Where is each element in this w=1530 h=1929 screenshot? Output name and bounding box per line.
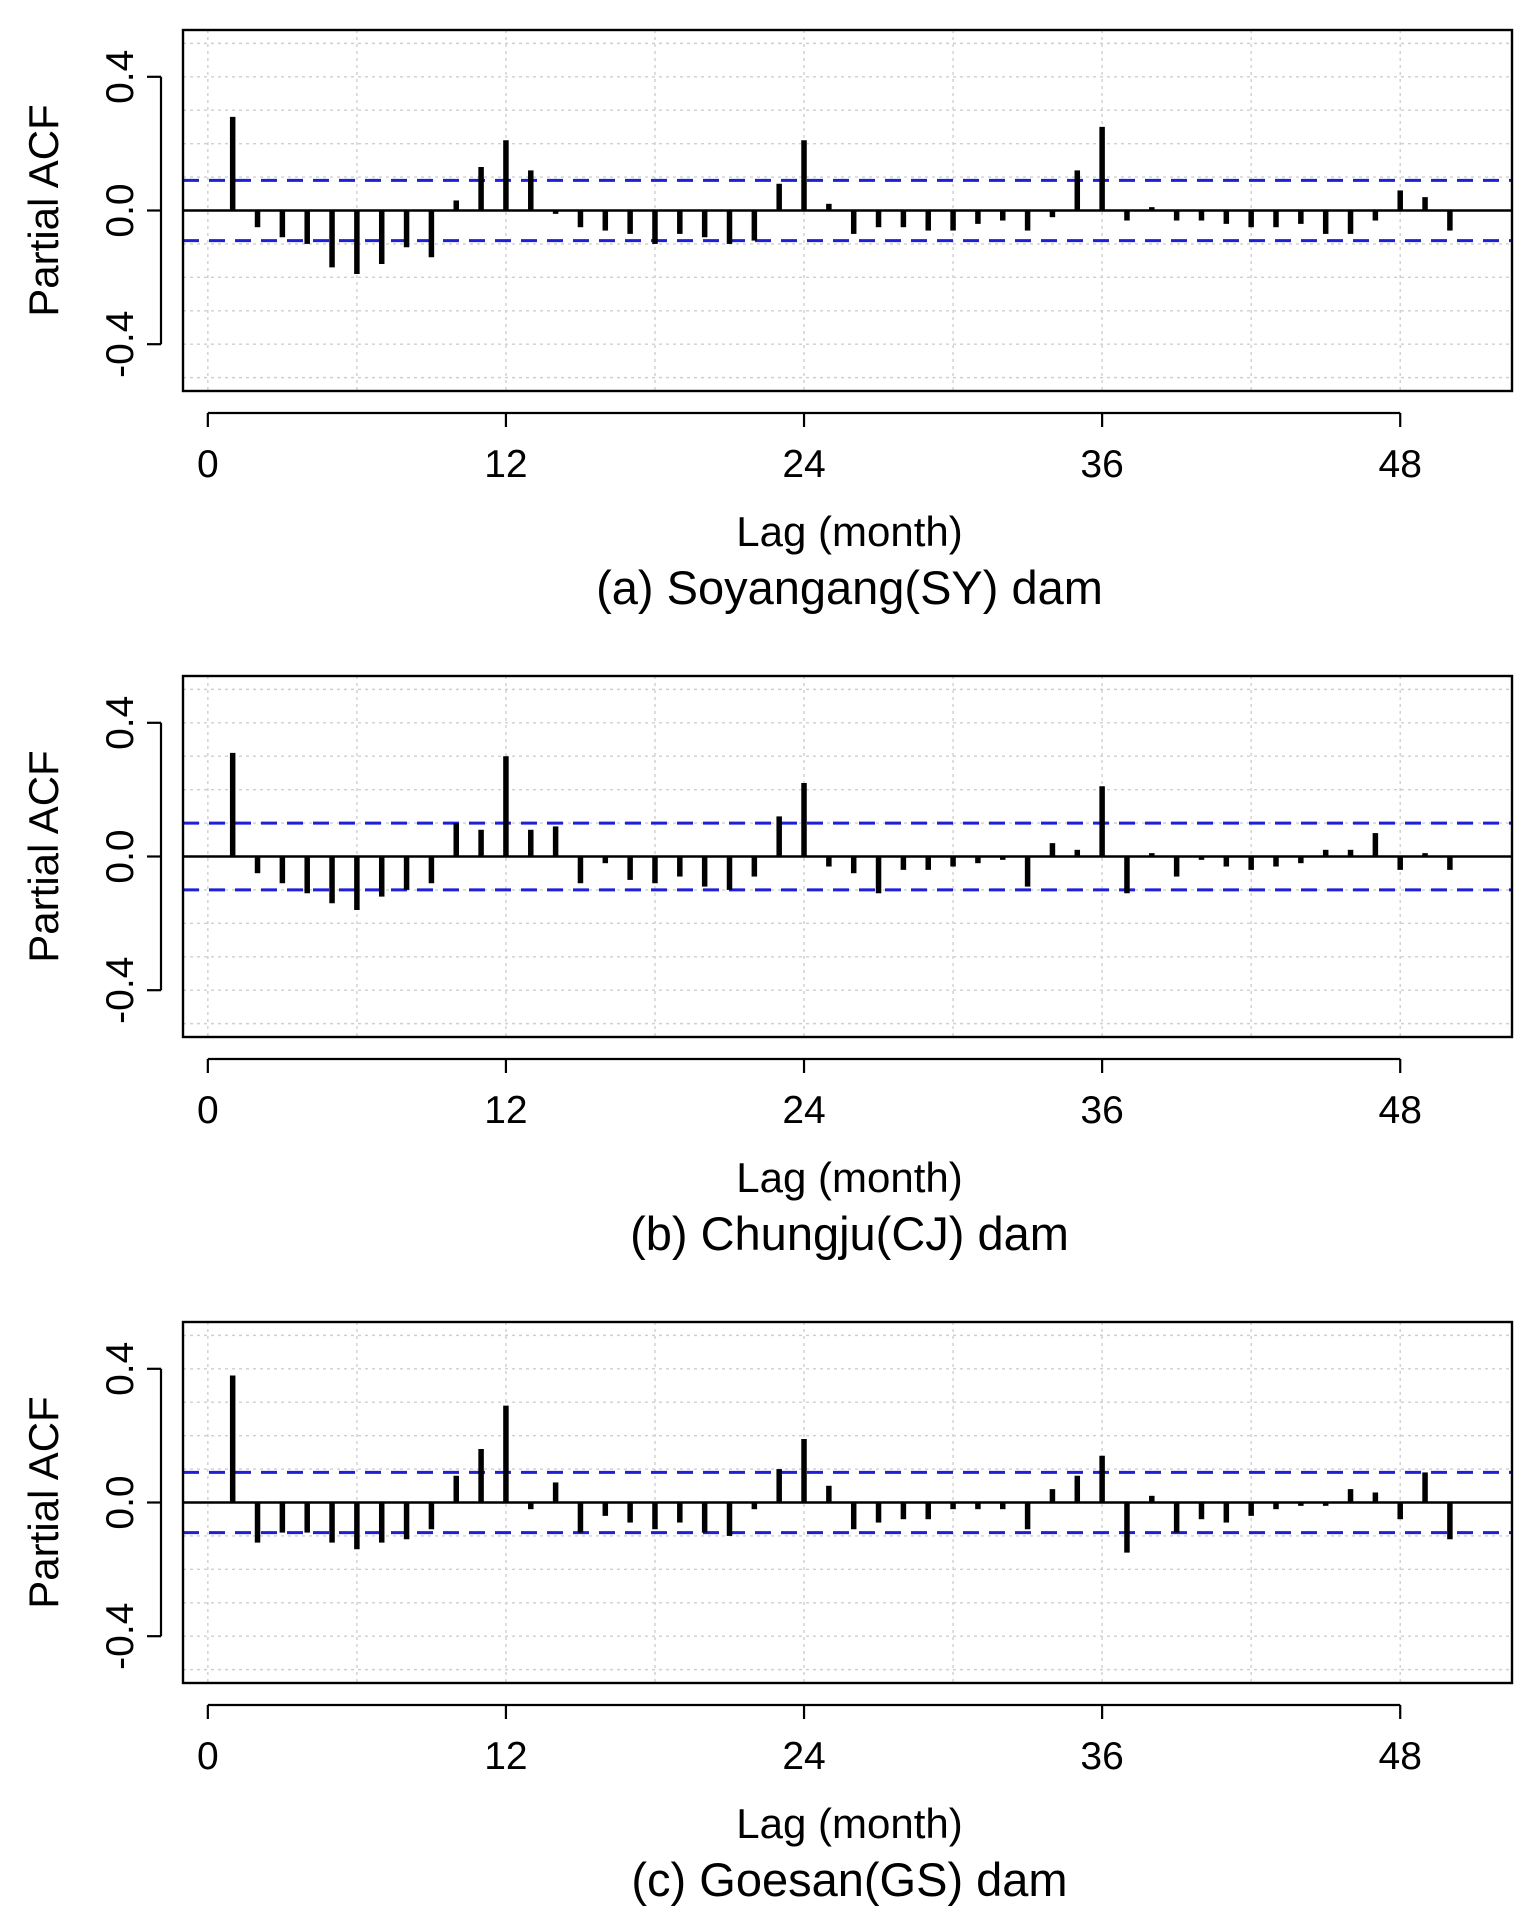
panel-a-y-tick-0.4: 0.4	[99, 50, 161, 104]
panel-a-y-tick-label: 0.0	[99, 183, 142, 237]
panel-c-plot-frame	[181, 1320, 1514, 1685]
panel-b: 0 12 24 36 48 0.4 0.0 -0.4 Partial ACF L…	[20, 674, 1514, 1260]
panel-c-y-tick-neg0.4: -0.4	[99, 1603, 161, 1670]
panel-b-caption: (b) Chungju(CJ) dam	[630, 1207, 1069, 1260]
panel-a-y-tick-0.0: 0.0	[99, 183, 161, 238]
panel-b-bars	[229, 752, 1453, 910]
panel-c-x-tick-48: 48	[1379, 1705, 1422, 1778]
panel-c-y-tick-0.0: 0.0	[99, 1475, 161, 1530]
panel-c-x-tick-label: 36	[1080, 1735, 1123, 1778]
panel-b-x-tick-12: 12	[484, 1059, 528, 1132]
panel-b-y-tick-0.4: 0.4	[99, 696, 161, 750]
panel-c-x-tick-36: 36	[1080, 1705, 1124, 1778]
panel-c-y-tick-0.4: 0.4	[99, 1342, 161, 1396]
panel-c-y-tick-label: -0.4	[99, 1603, 142, 1670]
panel-a-y-axis: 0.4 0.0 -0.4	[99, 50, 163, 378]
panel-b-x-tick-48: 48	[1379, 1059, 1422, 1132]
panel-b-y-axis-title: Partial ACF	[20, 750, 67, 962]
panel-c-y-tick-label: 0.4	[99, 1342, 142, 1396]
panel-a-x-axis: 0 12 24 36 48	[197, 411, 1422, 486]
panel-c-x-tick-label: 12	[484, 1735, 527, 1778]
panel-a-x-tick-0: 0	[197, 413, 219, 486]
panel-c-y-axis-title: Partial ACF	[20, 1396, 67, 1608]
panel-c-y-axis: 0.4 0.0 -0.4	[99, 1342, 163, 1670]
panel-a-caption: (a) Soyangang(SY) dam	[596, 561, 1103, 614]
panel-a-y-axis-title: Partial ACF	[20, 104, 67, 316]
panel-b-y-tick-label: -0.4	[99, 957, 142, 1024]
panel-b-x-tick-24: 24	[782, 1059, 826, 1132]
panel-a-plot-frame	[181, 28, 1514, 393]
panel-a: 0 12 24 36 48 0.4 0.0 -0.4 Partial ACF L…	[20, 28, 1514, 614]
panel-b-x-tick-label: 24	[782, 1089, 825, 1132]
panel-c-bars	[229, 1375, 1453, 1553]
panel-b-plot-frame	[181, 674, 1514, 1039]
panel-a-x-tick-label: 36	[1080, 443, 1123, 486]
panel-b-x-tick-0: 0	[197, 1059, 219, 1132]
panel-b-y-tick-label: 0.4	[99, 696, 142, 750]
panel-a-y-tick-neg0.4: -0.4	[99, 311, 161, 378]
panel-b-x-axis-title: Lag (month)	[736, 1154, 962, 1201]
panel-c: 0 12 24 36 48 0.4 0.0 -0.4 Partial ACF L…	[20, 1320, 1514, 1906]
panel-a-x-tick-label: 48	[1379, 443, 1422, 486]
panel-b-y-axis: 0.4 0.0 -0.4	[99, 696, 163, 1024]
panel-a-x-tick-label: 0	[197, 443, 219, 486]
panel-a-x-axis-title: Lag (month)	[736, 508, 962, 555]
panel-a-y-tick-label: 0.4	[99, 50, 142, 104]
panel-c-x-tick-label: 48	[1379, 1735, 1422, 1778]
panel-b-y-tick-label: 0.0	[99, 829, 142, 883]
panel-a-x-tick-48: 48	[1379, 413, 1422, 486]
panel-c-x-axis: 0 12 24 36 48	[197, 1703, 1422, 1778]
panel-a-x-tick-label: 12	[484, 443, 527, 486]
panel-c-x-axis-title: Lag (month)	[736, 1800, 962, 1847]
panel-c-x-tick-label: 24	[782, 1735, 825, 1778]
panel-b-y-tick-neg0.4: -0.4	[99, 957, 161, 1024]
panel-a-x-tick-36: 36	[1080, 413, 1124, 486]
panel-c-y-tick-label: 0.0	[99, 1475, 142, 1529]
panel-b-x-tick-label: 0	[197, 1089, 219, 1132]
panel-b-x-tick-36: 36	[1080, 1059, 1124, 1132]
panel-b-x-axis: 0 12 24 36 48	[197, 1057, 1422, 1132]
panel-b-x-tick-label: 12	[484, 1089, 527, 1132]
panel-c-x-tick-24: 24	[782, 1705, 826, 1778]
panel-b-y-tick-0.0: 0.0	[99, 829, 161, 884]
panel-a-x-tick-label: 24	[782, 443, 825, 486]
panel-c-caption: (c) Goesan(GS) dam	[631, 1853, 1067, 1906]
panel-c-x-tick-12: 12	[484, 1705, 528, 1778]
panel-a-bars	[229, 116, 1453, 275]
panel-b-x-tick-label: 48	[1379, 1089, 1422, 1132]
panel-a-x-tick-24: 24	[782, 413, 826, 486]
panel-c-x-tick-label: 0	[197, 1735, 219, 1778]
panel-a-x-tick-12: 12	[484, 413, 528, 486]
panel-b-x-tick-label: 36	[1080, 1089, 1123, 1132]
panel-c-x-tick-0: 0	[197, 1705, 219, 1778]
panel-a-y-tick-label: -0.4	[99, 311, 142, 378]
